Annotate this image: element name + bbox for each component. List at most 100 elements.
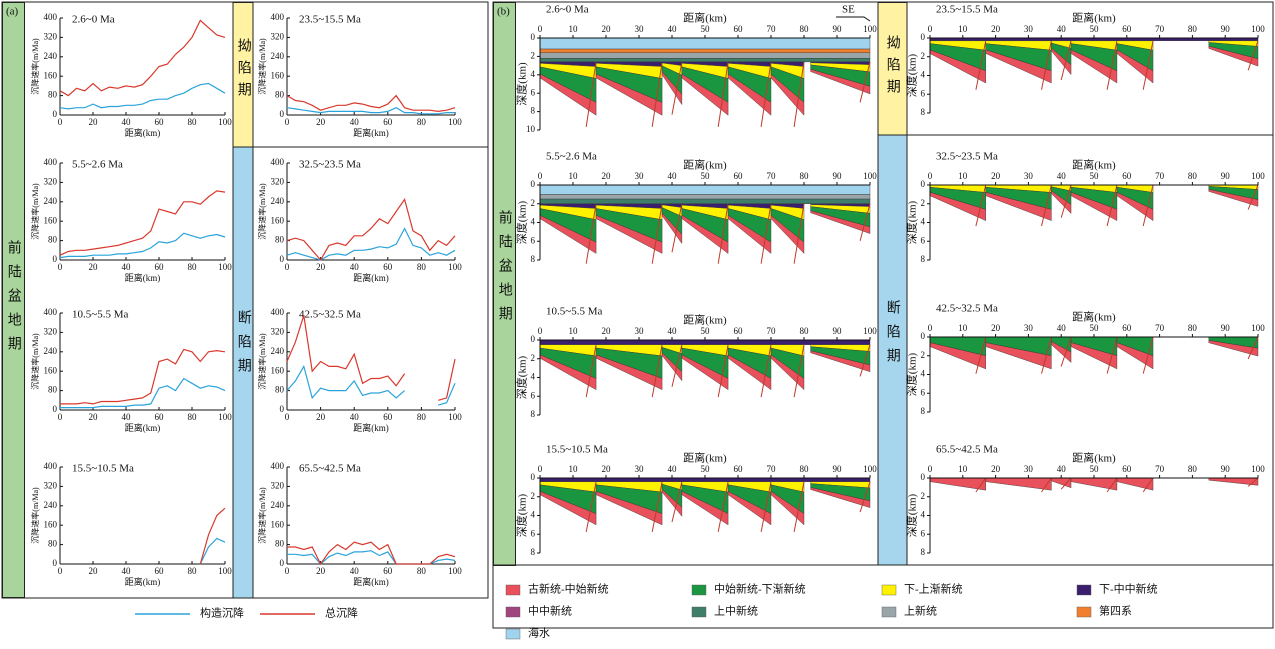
fault (793, 481, 805, 533)
y-tick-label: 400 (271, 461, 285, 471)
x-tick-label: 0 (58, 262, 63, 272)
y-tick-label: 6 (531, 87, 536, 97)
chart-title: 5.5~2.6 Ma (72, 159, 123, 171)
legend-label: 古新统-中始新统 (528, 582, 609, 596)
x-tick-label: 80 (1188, 464, 1198, 474)
series-line (286, 94, 456, 113)
y-tick-label: 2 (921, 491, 926, 501)
x-tick-label: 60 (383, 412, 393, 422)
series-line (286, 227, 456, 261)
legend-swatch (691, 606, 707, 618)
strata-layer (1051, 341, 1072, 363)
y-tick-label: 8 (531, 106, 536, 116)
x-tick-label: 40 (350, 262, 360, 272)
legend-swatch (1076, 606, 1092, 618)
x-tick-label: 70 (767, 171, 777, 181)
x-tick-label: 60 (155, 566, 165, 576)
x-tick-label: 90 (1221, 24, 1231, 34)
x-tick-label: 100 (863, 171, 877, 181)
strata-layer (810, 210, 871, 234)
series-line (59, 190, 226, 256)
fault (1060, 40, 1072, 81)
x-tick-label: 100 (218, 262, 232, 272)
fault (585, 203, 597, 264)
x-tick-label: 80 (188, 412, 198, 422)
y-tick-label: 400 (271, 157, 285, 167)
y-tick-label: 6 (531, 390, 536, 400)
strata-layer (1208, 340, 1259, 357)
fault (975, 336, 987, 374)
panel-label: (a) (6, 6, 19, 18)
strata-band (539, 48, 871, 53)
x-axis-label: 距离(km) (125, 576, 161, 587)
strata-layer (727, 73, 772, 116)
series-line (59, 19, 226, 97)
x-tick-label: 0 (538, 464, 543, 474)
chart-title: 15.5~10.5 Ma (72, 463, 134, 475)
x-tick-label: 60 (383, 566, 393, 576)
y-axis-label: 深度(km) (905, 352, 919, 396)
x-tick-label: 20 (602, 171, 612, 181)
y-tick-label: 240 (271, 500, 285, 510)
legend-label: 总沉降 (325, 606, 358, 620)
x-tick-label: 80 (417, 566, 427, 576)
y-tick-label: 400 (44, 461, 58, 471)
fault (1106, 40, 1118, 90)
series-line (286, 315, 456, 401)
x-tick-label: 60 (383, 262, 393, 272)
series-line (287, 550, 456, 565)
fault (975, 184, 987, 227)
fault (1142, 40, 1154, 90)
x-tick-label: 100 (448, 117, 462, 127)
y-tick-label: 8 (531, 254, 536, 264)
direction-label: SE (842, 4, 855, 16)
x-axis-label: 距离(km) (353, 576, 389, 587)
strata-band (539, 198, 871, 204)
x-tick-label: 70 (1155, 323, 1165, 333)
y-tick-label: 320 (44, 480, 58, 490)
x-tick-label: 50 (1090, 464, 1100, 474)
section-title: 23.5~15.5 Ma (936, 4, 998, 16)
fault (1106, 336, 1118, 374)
x-tick-label: 100 (1251, 464, 1265, 474)
series-line (287, 541, 456, 566)
strata-layer (681, 490, 729, 526)
x-tick-label: 50 (701, 326, 711, 336)
strata-layer (595, 491, 663, 526)
y-tick-label: 8 (921, 547, 926, 557)
y-tick-label: 400 (271, 307, 285, 317)
stage-label: 断陷期 (885, 300, 901, 372)
x-axis-label: 距离(km) (683, 313, 727, 327)
fault (793, 344, 805, 398)
x-tick-label: 60 (1122, 323, 1132, 333)
x-tick-label: 80 (1188, 171, 1198, 181)
legend-label: 上中新统 (714, 604, 758, 618)
legend-swatch (1076, 584, 1092, 596)
x-axis-label: 距离(km) (1072, 310, 1116, 324)
section-title: 2.6~0 Ma (546, 4, 589, 16)
fault (671, 61, 683, 115)
strata-layer (1070, 342, 1118, 370)
fault (975, 40, 987, 90)
y-tick-label: 240 (271, 346, 285, 356)
fault (760, 203, 772, 264)
x-tick-label: 100 (863, 464, 877, 474)
y-tick-label: 160 (271, 70, 285, 80)
y-tick-label: 0 (280, 558, 285, 568)
y-tick-label: 320 (44, 176, 58, 186)
y-tick-label: 2 (531, 353, 536, 363)
chart-title: 2.6~0 Ma (72, 14, 115, 26)
y-tick-label: 240 (44, 196, 58, 206)
y-tick-label: 6 (531, 528, 536, 538)
y-tick-label: 2 (531, 50, 536, 60)
x-tick-label: 0 (285, 117, 290, 127)
x-tick-label: 20 (602, 464, 612, 474)
y-tick-label: 80 (275, 385, 285, 395)
x-tick-label: 80 (800, 464, 810, 474)
x-tick-label: 60 (734, 464, 744, 474)
strata-layer (985, 342, 1052, 370)
x-tick-label: 30 (1024, 323, 1034, 333)
x-tick-label: 90 (1221, 171, 1231, 181)
fault (1041, 184, 1052, 227)
chart-title: 65.5~42.5 Ma (299, 463, 361, 475)
